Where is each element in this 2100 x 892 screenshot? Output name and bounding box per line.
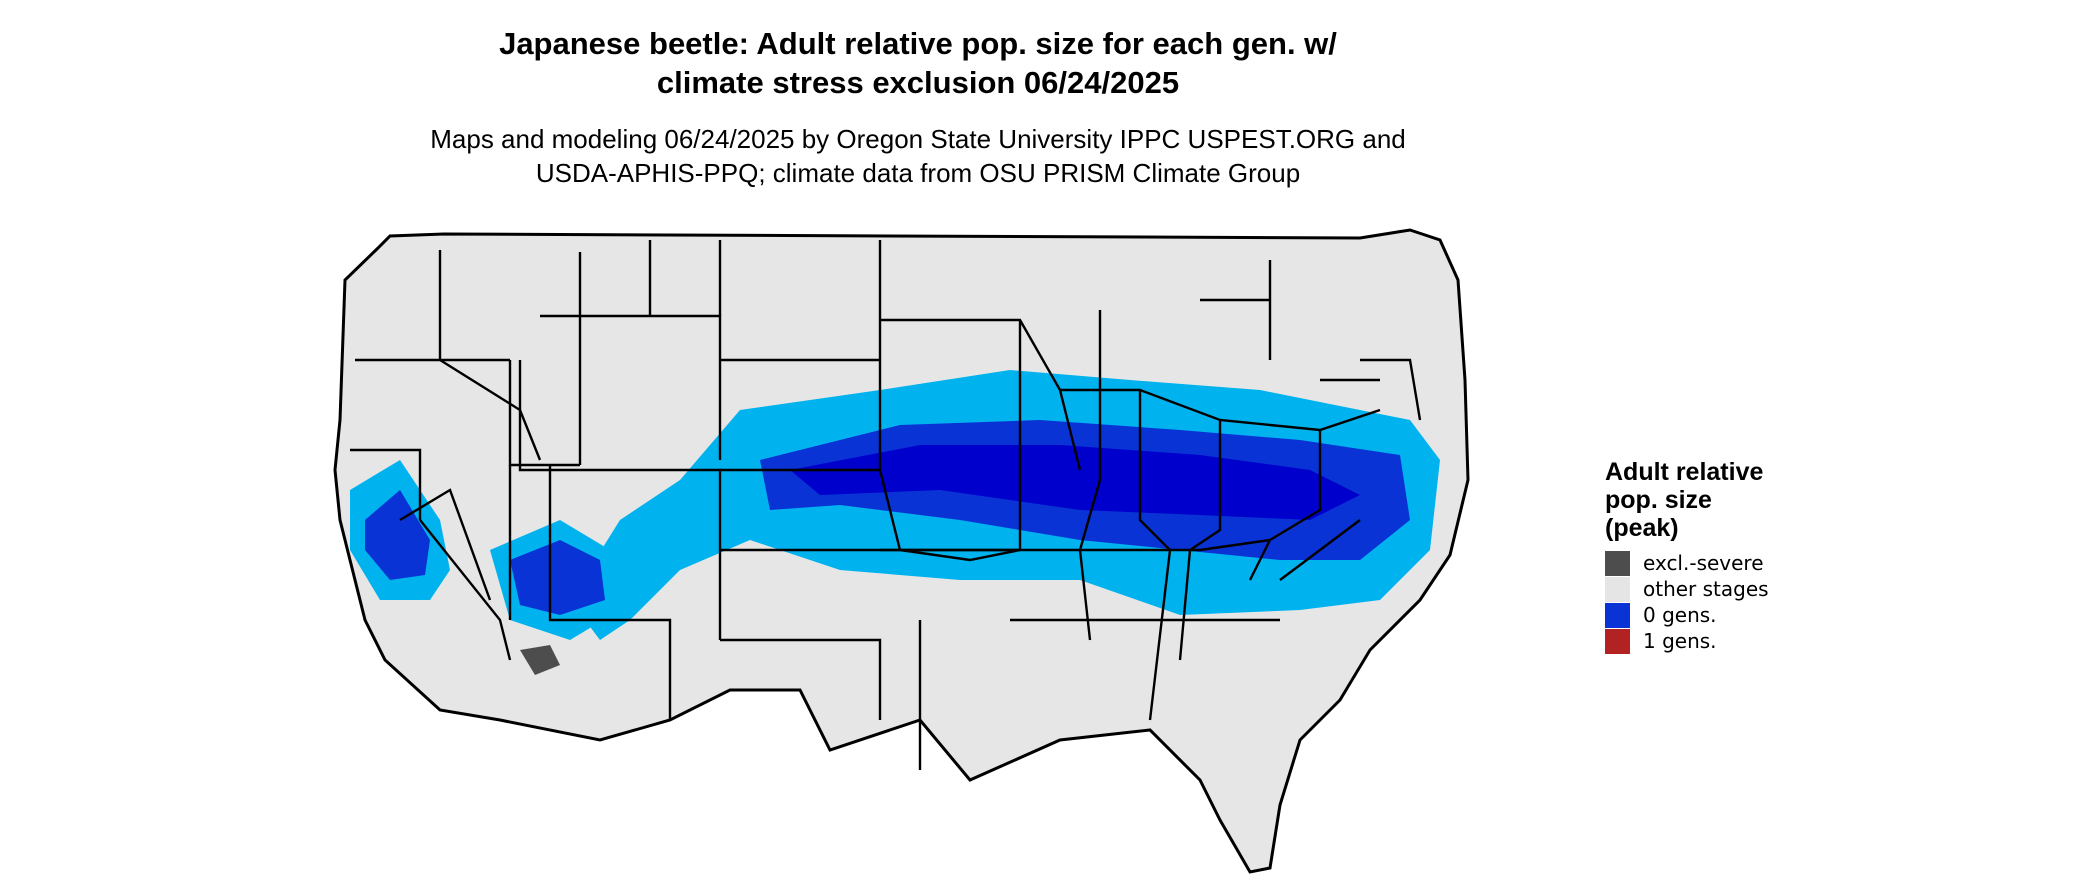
map-subtitle: Maps and modeling 06/24/2025 by Oregon S… [430, 124, 1406, 188]
shading-west-medium [365, 490, 430, 580]
legend-swatch [1605, 628, 1630, 654]
shading-excluded [520, 645, 560, 675]
legend-title: Adult relative pop. size (peak) [1605, 458, 1764, 542]
legend-item-other-stages: other stages [1605, 576, 1769, 602]
shading-dark-core [790, 445, 1360, 520]
legend-swatch [1605, 576, 1630, 602]
legend-swatch [1605, 602, 1630, 628]
population-shading [350, 370, 1440, 675]
legend: Adult relative pop. size (peak) excl.-se… [1605, 458, 1769, 654]
legend-item-excl-severe: excl.-severe [1605, 550, 1769, 576]
legend-item-0-gens: 0 gens. [1605, 602, 1769, 628]
state-borders [350, 240, 1422, 770]
map-title: Japanese beetle: Adult relative pop. siz… [499, 26, 1337, 100]
us-map [333, 228, 1470, 874]
shading-southwest-medium [510, 540, 605, 615]
legend-label: 1 gens. [1643, 629, 1717, 653]
legend-label: 0 gens. [1643, 603, 1717, 627]
legend-item-1-gens: 1 gens. [1605, 628, 1769, 654]
legend-label: other stages [1643, 577, 1769, 601]
legend-label: excl.-severe [1643, 551, 1764, 575]
legend-swatch [1605, 550, 1630, 576]
